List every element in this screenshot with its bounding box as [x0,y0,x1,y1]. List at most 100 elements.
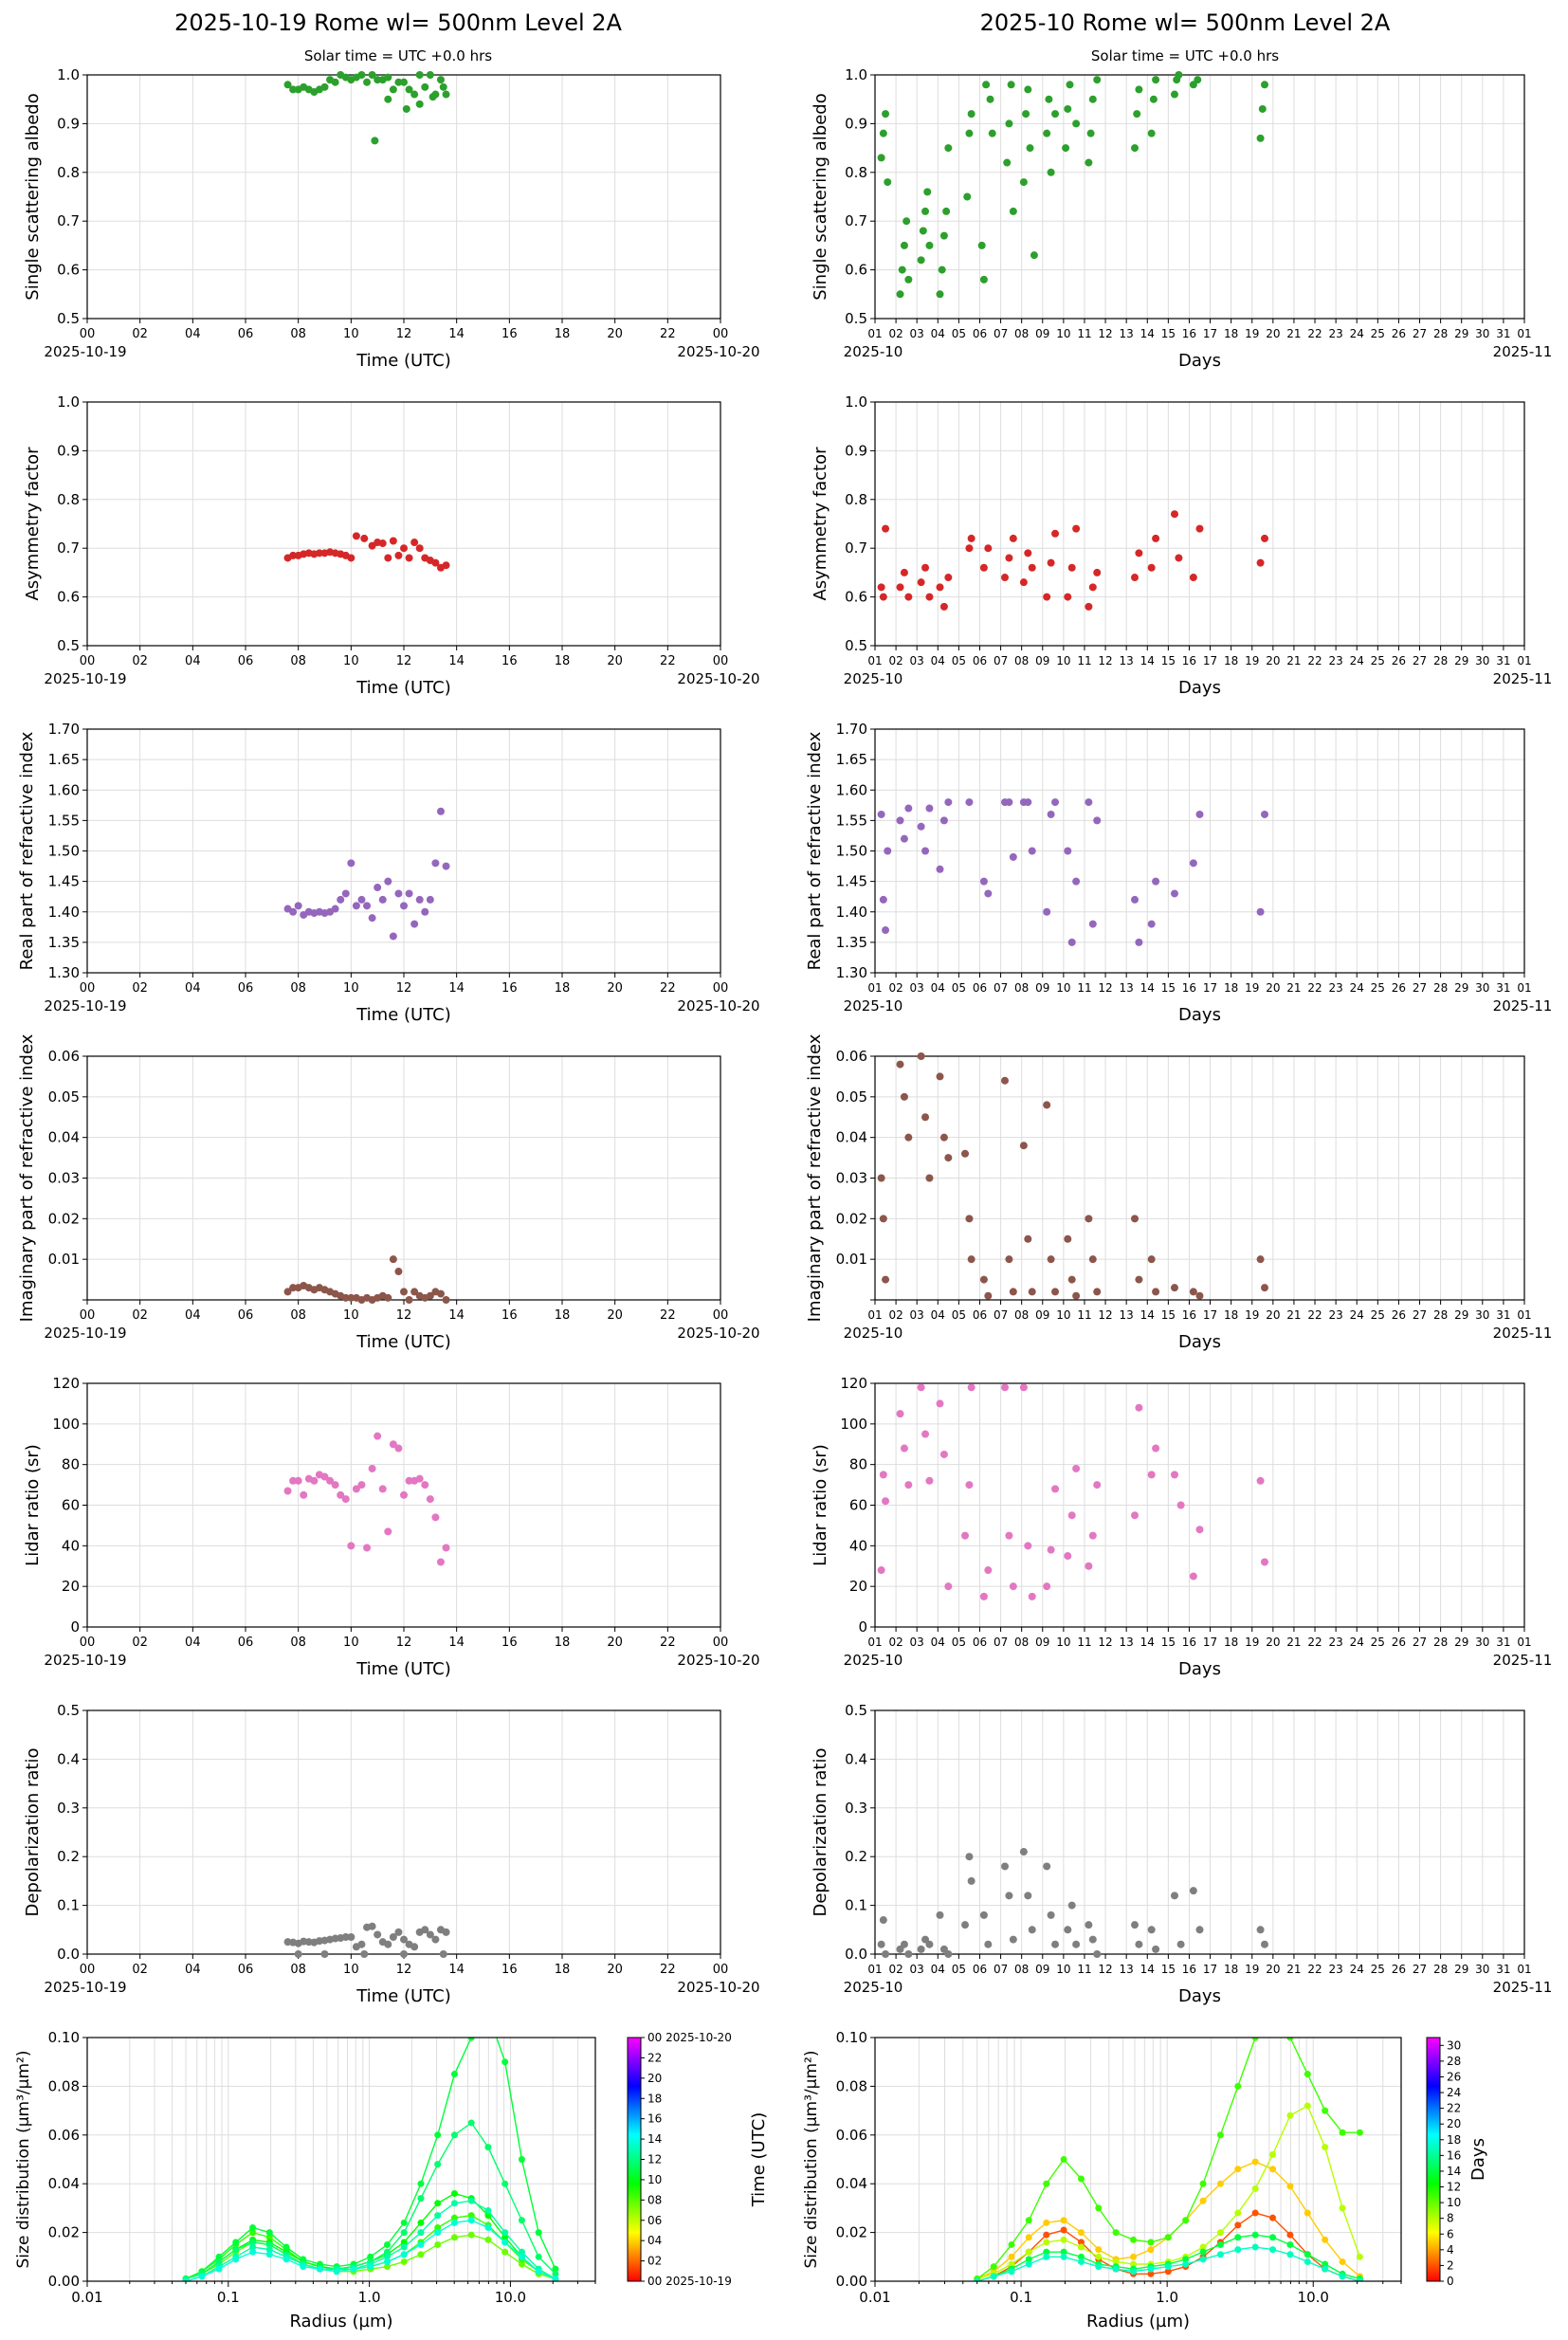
right-panel-5-xtick-label: 21 [1286,1636,1301,1649]
left-panel-3-xtick-label: 16 [501,981,518,996]
right-panel-6-point [944,1950,953,1958]
right-panel-3-xtick-label: 18 [1224,981,1238,995]
left-panel-2-point [442,561,450,570]
right-panel-4-point [1147,1255,1156,1264]
left-panel-4-xtick-label: 22 [660,1308,676,1323]
left-panel-4-date-start: 2025-10-19 [44,1325,126,1342]
right-panel-6-point [1085,1921,1093,1929]
left-panel-4-date-end: 2025-10-20 [677,1325,759,1342]
left-panel-1-xtick-label: 20 [607,327,623,341]
right-panel-2-point [1152,534,1160,542]
left-panel-2-xlabel: Time (UTC) [356,678,451,698]
left-colorbar-tick-label: 00 2025-10-19 [647,2275,732,2288]
right-panel-6-xtick-label: 01 [867,1963,882,1976]
left-size-dist-ytick-label: 0.06 [48,2127,80,2144]
left-size-dist-series-point [417,2219,425,2226]
left-panel-1-xtick-label: 00 [713,327,729,341]
right-panel-1-point [1085,158,1093,167]
right-size-dist-xtick-label: 1.0 [1156,2289,1178,2306]
left-panel-6-points [283,1922,450,1958]
right-size-dist-series-point [1251,2243,1259,2251]
right-size-dist-series-point [1304,2209,1311,2217]
right-size-dist-series-point [1199,2243,1207,2251]
right-size-dist-xtick-label: 0.1 [1010,2289,1032,2306]
left-panel-3-point [405,889,413,898]
left-size-dist-series-point [467,2197,475,2204]
left-panel-3-point [415,895,424,904]
left-panel-1-xtick-label: 02 [132,327,148,341]
left-panel-2-xtick-label: 02 [132,654,148,668]
left-size-dist-series-point [350,2265,357,2273]
left-size-dist-series-point [501,2180,509,2187]
right-colorbar-tick-label: 8 [1447,2212,1454,2225]
right-panel-5-point [900,1444,908,1453]
left-colorbar-bar [627,2037,642,2282]
right-panel-2-point [1175,554,1183,562]
right-panel-5-xtick-label: 19 [1245,1636,1259,1649]
left-panel-3-point [341,889,350,898]
right-panel-6-point [1051,1940,1060,1948]
left-panel-2-xtick-label: 08 [290,654,306,668]
right-panel-2-xlabel: Days [1178,678,1221,698]
right-panel-1-xtick-label: 10 [1056,327,1070,340]
left-size-dist-series-point [215,2253,223,2260]
right-panel-5-point [1195,1526,1204,1534]
right-panel-3-point [1043,907,1051,916]
left-panel-3-ytick-label: 1.40 [48,904,80,921]
left-panel-6-point [341,1933,350,1942]
right-panel-4-point [961,1149,970,1158]
left-panel-6-point [320,1950,329,1958]
left-panel-5-xtick-label: 02 [132,1636,148,1650]
left-size-dist-xtick-label: 0.01 [71,2289,102,2306]
right-panel-2-point [879,593,887,601]
left-panel-5-point [426,1495,434,1504]
left-panel-5-xtick-label: 04 [185,1636,201,1650]
right-panel-4-point [967,1255,975,1264]
right-panel-2-point [1051,529,1060,538]
right-panel-3-xtick-label: 09 [1035,981,1049,995]
right-panel-4-xtick-label: 01 [867,1308,882,1322]
right-panel-2-xtick-label: 24 [1350,654,1364,667]
left-size-dist-series-point [518,2253,525,2260]
left-size-dist-series-point [484,2010,491,2017]
right-size-dist-series-point [1322,2236,1329,2243]
right-panel-2-xtick-label: 20 [1266,654,1280,667]
right-panel-5-point [904,1481,913,1490]
right-panel-4-ytick-label: 0.02 [836,1210,867,1227]
right-panel-3-point [1170,889,1178,898]
right-panel-3-point [1147,920,1156,928]
left-panel-3-point [426,895,434,904]
right-size-dist-series-point [1060,2217,1067,2224]
right-size-dist-series-point [1078,2243,1085,2251]
right-panel-1-point [919,227,927,235]
left-colorbar-tick-label: 20 [647,2072,662,2085]
left-panel-4-point [436,1289,445,1298]
right-size-dist-series-point [1234,2234,1242,2241]
right-panel-2-xtick-label: 27 [1413,654,1427,667]
right-panel-1-point [882,110,890,119]
left-panel-4-ytick-label: 0.02 [48,1210,80,1227]
right-panel-5-point [1085,1562,1093,1570]
right-panel-5-point [965,1481,974,1490]
right-size-dist-series-point [1356,2277,1363,2281]
left-panel-3-point [363,902,372,910]
right-panel-2-point [1028,563,1036,572]
right-panel-3-xtick-label: 02 [888,981,903,995]
right-panel-2-date-end: 2025-11 [1493,670,1553,687]
right-panel-2-xtick-label: 23 [1328,654,1342,667]
right-panel-2-point [1047,558,1055,567]
right-panel-5-point [1093,1481,1102,1490]
right-panel-6-point [1152,1945,1160,1953]
left-panel-3-ytick-label: 1.70 [48,721,80,738]
right-size-dist-series-line [976,2104,1361,2280]
right-panel-3-point [1009,852,1017,861]
left-panel-3-date-start: 2025-10-19 [44,997,126,1015]
right-panel-5-point [877,1566,885,1575]
left-panel-1-point [415,100,424,108]
right-panel-2-point [967,534,975,542]
right-panel-5-point [1051,1485,1060,1493]
right-panel-6-point [925,1940,934,1948]
right-panel-3-point [1088,920,1097,928]
right-size-dist-series-point [1216,2229,1224,2237]
left-panel-6-point [374,1930,382,1939]
